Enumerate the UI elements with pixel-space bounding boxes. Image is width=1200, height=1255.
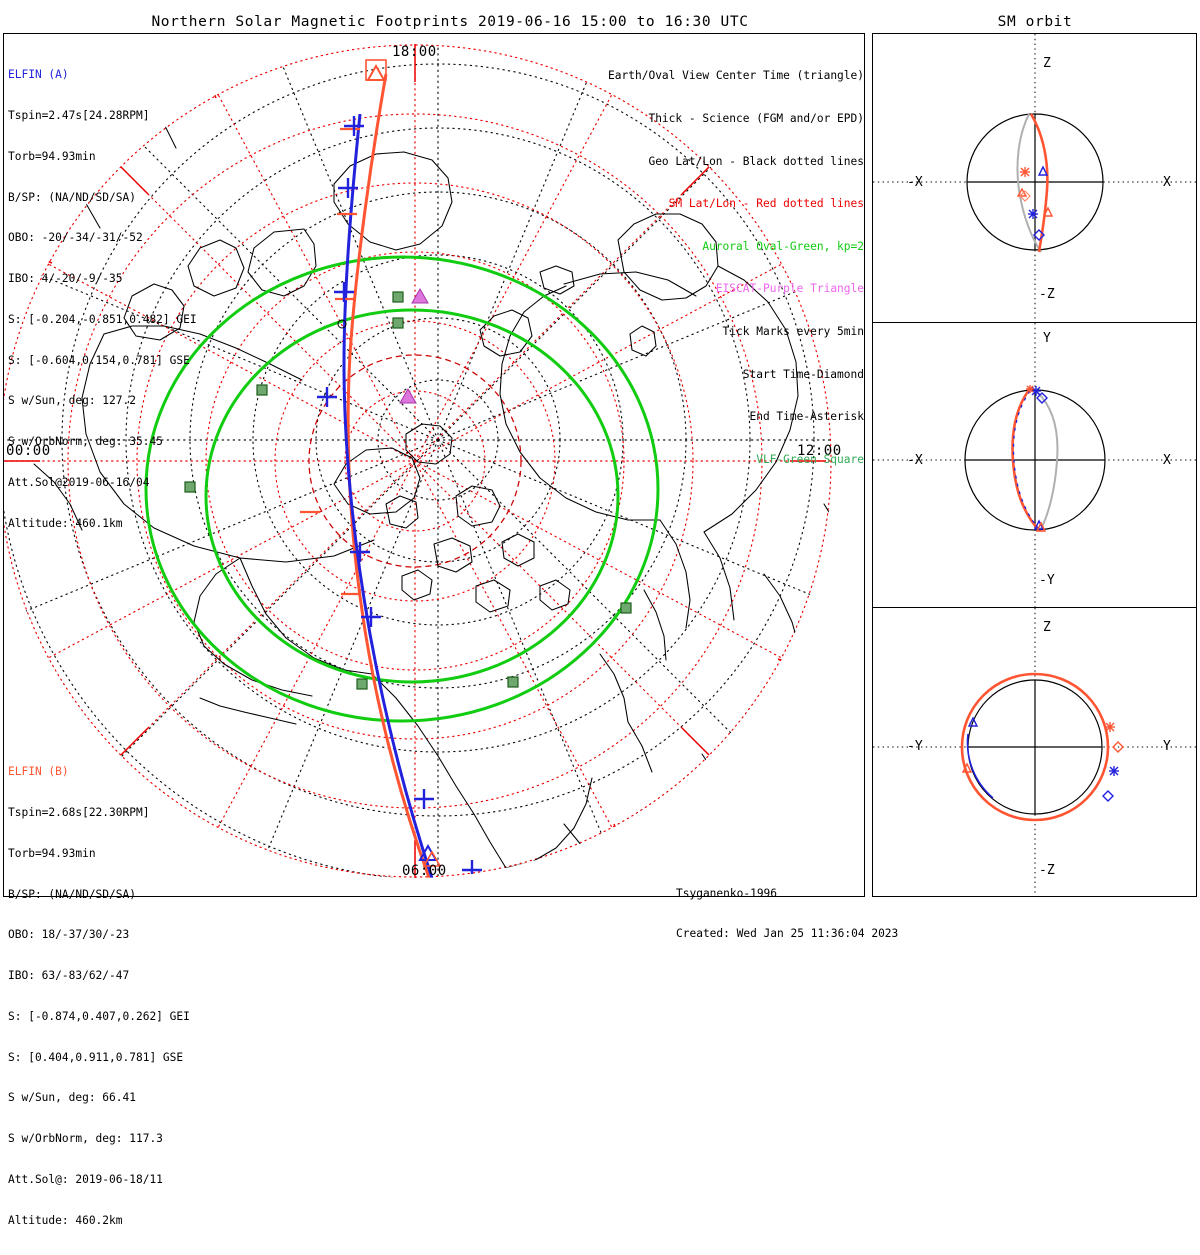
- geo-grid: [4, 44, 832, 878]
- orbit-track-elfin-b[interactable]: [1029, 113, 1049, 253]
- orbit-yz-yneg: -Z: [1039, 863, 1055, 878]
- elfin-b-line-3: OBO: 18/-37/30/-23: [8, 928, 130, 942]
- legend-item-1: Thick - Science (FGM and/or EPD): [648, 112, 864, 126]
- orbit-panel-yz[interactable]: -Y Y Z -Z: [873, 608, 1196, 896]
- view-center-markers: [365, 59, 442, 867]
- elfin-a-info: ELFIN (A) Tspin=2.47s[24.28RPM] Torb=94.…: [8, 41, 197, 558]
- mlt-label-12: 12:00: [797, 443, 842, 459]
- elfin-a-line-0: Tspin=2.47s[24.28RPM]: [8, 108, 150, 122]
- elfin-a-line-7: S w/Sun, deg: 127.2: [8, 394, 136, 408]
- sm-orbit-panel: [872, 33, 1197, 897]
- orbit-xy-xneg: -X: [907, 453, 923, 468]
- elfin-a-line-8: S w/OrbNorm, deg: 35.45: [8, 435, 163, 449]
- orbit-yz-ypos: Z: [1043, 620, 1051, 635]
- orbit-xy-yneg: -Y: [1039, 573, 1055, 588]
- small-site-marker: [337, 319, 347, 329]
- map-legend: Earth/Oval View Center Time (triangle) T…: [608, 41, 864, 496]
- elfin-a-line-4: IBO: 4/-20/-9/-35: [8, 272, 123, 286]
- elfin-b-markers: [961, 722, 1124, 773]
- legend-item-4: Auroral Oval-Green, kp=2: [702, 239, 864, 253]
- elfin-b-line-4: IBO: 63/-83/62/-47: [8, 969, 130, 983]
- elfin-b-line-5: S: [-0.874,0.407,0.262] GEI: [8, 1009, 190, 1023]
- created-label: Created: Wed Jan 25 11:36:04 2023: [676, 927, 899, 941]
- elfin-a-line-5: S: [-0.204,-0.851,0.482] GEI: [8, 312, 197, 326]
- credit-block: Tsyganenko-1996 Created: Wed Jan 25 11:3…: [676, 860, 898, 967]
- page-title: Northern Solar Magnetic Footprints 2019-…: [151, 14, 749, 30]
- orbit-xz-xpos: X: [1163, 175, 1171, 190]
- legend-item-9: VLF-Green Square: [756, 452, 864, 466]
- elfin-b-line-8: S w/OrbNorm, deg: 117.3: [8, 1132, 163, 1146]
- start-diamond-b: [1019, 190, 1031, 202]
- orbit-divider-2: [872, 607, 1197, 608]
- elfin-b-line-7: S w/Sun, deg: 66.41: [8, 1091, 136, 1105]
- elfin-b-info: ELFIN (B) Tspin=2.68s[22.30RPM] Torb=94.…: [8, 738, 190, 1255]
- orbit-yz-xneg: -Y: [907, 739, 923, 754]
- legend-item-2: Geo Lat/Lon - Black dotted lines: [648, 154, 864, 168]
- orbit-track-elfin-b[interactable]: [1011, 389, 1040, 531]
- orbit-xz-yneg: -Z: [1039, 287, 1055, 302]
- polar-map-plot[interactable]: [4, 34, 862, 894]
- orbit-track-elfin-a[interactable]: [966, 733, 994, 799]
- legend-item-0: Earth/Oval View Center Time (triangle): [608, 69, 864, 83]
- elfin-a-line-9: Att.Sol@2019-06-16/04: [8, 476, 150, 489]
- elfin-b-line-2: B/SP: (NA/ND/SD/SA): [8, 887, 136, 901]
- eiscat-markers: [399, 287, 429, 404]
- elfin-b-name: ELFIN (B): [8, 765, 69, 779]
- orbit-track-gray: [1016, 113, 1042, 253]
- elfin-a-line-3: OBO: -20/-34/-31/-52: [8, 231, 143, 245]
- orbit-track-gray: [1036, 391, 1059, 530]
- elfin-b-line-6: S: [0.404,0.911,0.781] GSE: [8, 1050, 184, 1064]
- model-label: Tsyganenko-1996: [676, 886, 778, 900]
- orbit-panel-xz[interactable]: -X X Z -Z: [873, 34, 1196, 322]
- mlt-label-18: 18:00: [392, 44, 437, 60]
- auroral-oval: [144, 255, 660, 723]
- elfin-a-line-1: Torb=94.93min: [8, 149, 96, 163]
- orbit-track-elfin-b[interactable]: [960, 672, 1110, 822]
- legend-item-7: Start Time-Diamond: [742, 367, 864, 381]
- elfin-b-line-10: Altitude: 460.2km: [8, 1213, 123, 1227]
- orbit-divider-1: [872, 322, 1197, 323]
- elfin-a-track[interactable]: [342, 113, 436, 884]
- orbit-xy-xpos: X: [1163, 453, 1171, 468]
- elfin-a-markers: [1028, 165, 1049, 241]
- legend-item-3: SM Lat/Lon - Red dotted lines: [668, 197, 864, 211]
- orbit-xz-ypos: Z: [1043, 56, 1051, 71]
- elfin-a-line-10: Altitude: 460.1km: [8, 516, 123, 530]
- mlt-label-06: 06:00: [402, 863, 447, 879]
- legend-item-5: EISCAT-Purple Triangle: [715, 282, 864, 296]
- sm-grid: [4, 44, 832, 878]
- elfin-a-line-2: B/SP: (NA/ND/SD/SA): [8, 190, 136, 204]
- sm-orbit-title: SM orbit: [997, 14, 1073, 30]
- sm-inner-circle: [308, 354, 522, 568]
- orbit-track-elfin-a[interactable]: [1012, 390, 1040, 530]
- mlt-label-00: 00:00: [6, 443, 51, 459]
- elfin-b-markers: [1026, 385, 1047, 532]
- map-panel: [3, 33, 865, 897]
- elfin-a-markers: [967, 716, 1119, 802]
- elfin-b-line-0: Tspin=2.68s[22.30RPM]: [8, 805, 150, 819]
- elfin-a-line-6: S: [-0.604,0.154,0.781] GSE: [8, 353, 190, 367]
- orbit-yz-xpos: Y: [1163, 739, 1171, 754]
- legend-item-8: End Time-Asterisk: [749, 410, 864, 424]
- elfin-a-markers: [1031, 386, 1048, 530]
- legend-item-6: Tick Marks every 5min: [722, 325, 864, 339]
- orbit-xy-ypos: Y: [1043, 331, 1051, 346]
- elfin-a-name: ELFIN (A): [8, 68, 69, 82]
- elfin-b-line-1: Torb=94.93min: [8, 846, 96, 860]
- elfin-b-line-9: Att.Sol@: 2019-06-18/11: [8, 1173, 163, 1186]
- orbit-xz-xneg: -X: [907, 175, 923, 190]
- orbit-panel-xy[interactable]: -X X Y -Y: [873, 323, 1196, 607]
- vlf-squares: [184, 291, 632, 690]
